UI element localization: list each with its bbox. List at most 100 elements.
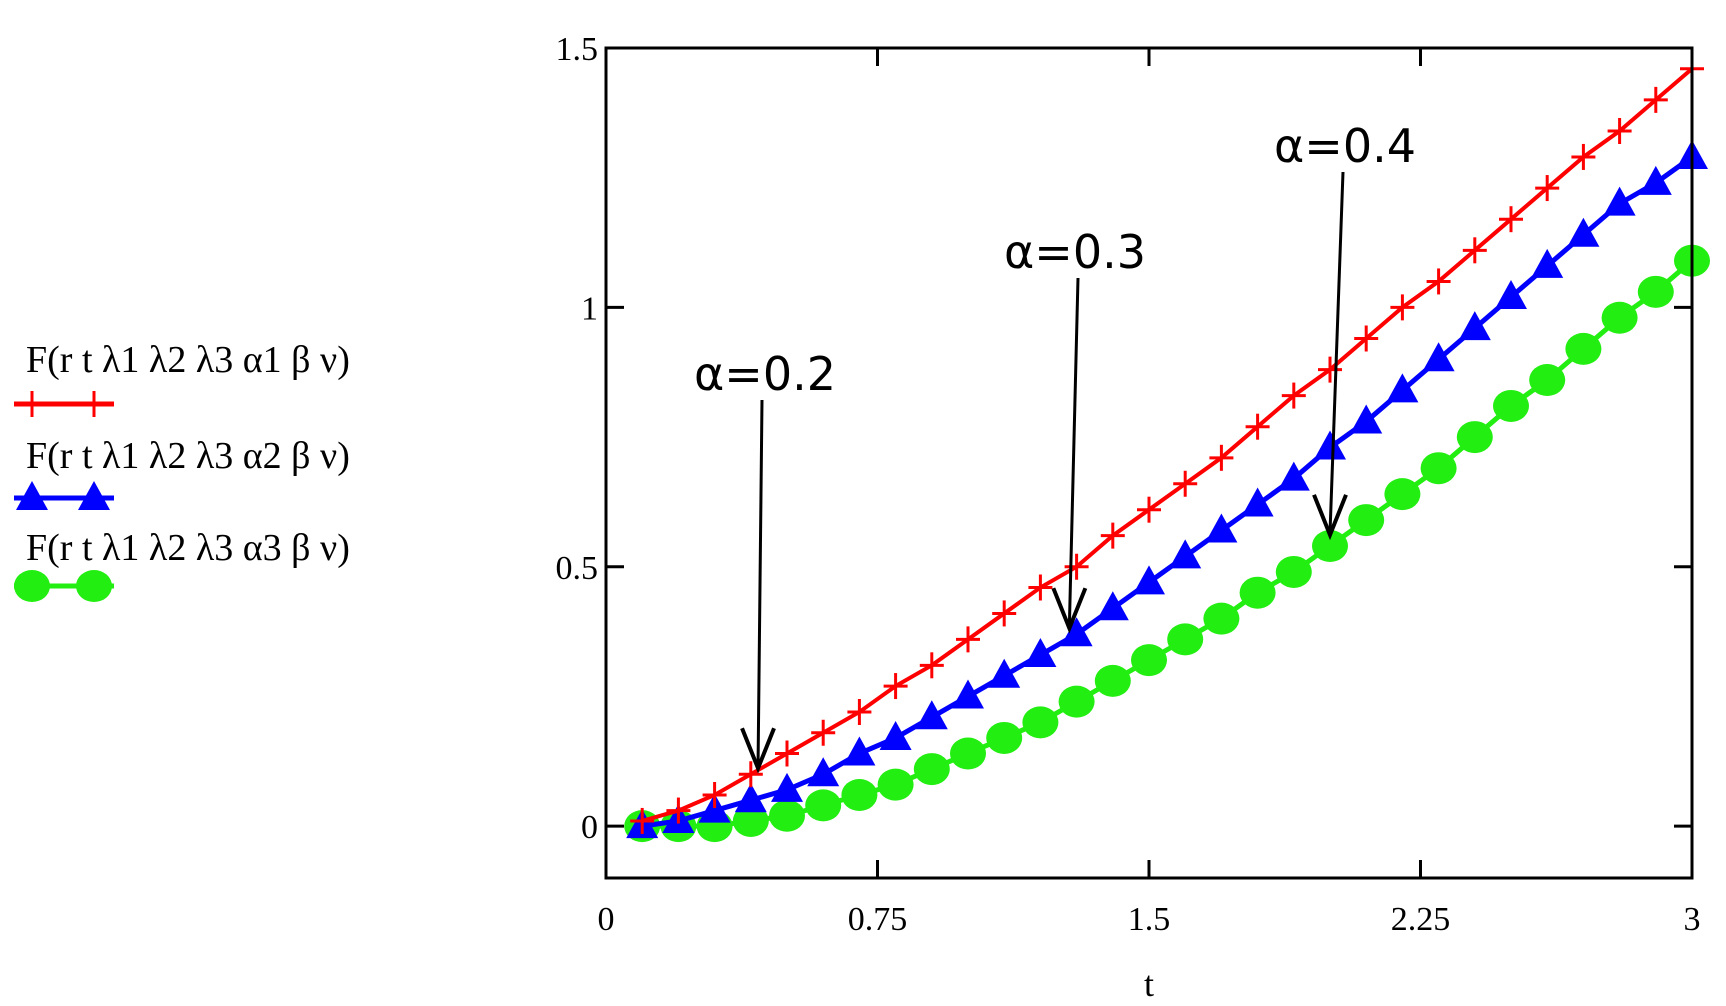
series-2-point bbox=[1096, 591, 1129, 621]
series-2-point bbox=[1060, 617, 1093, 647]
series-2-point bbox=[915, 700, 948, 730]
series-1-point bbox=[1571, 143, 1596, 170]
annotation-layer: α=0.2 α=0.3 α=0.4 bbox=[694, 119, 1416, 774]
series-1-point bbox=[956, 626, 980, 653]
annotation-label: α=0.2 bbox=[694, 347, 836, 401]
series-3-point bbox=[1565, 332, 1602, 365]
series-3-point bbox=[1022, 706, 1059, 739]
x-tick-label: 2.25 bbox=[1391, 901, 1451, 938]
series-3-point bbox=[1348, 504, 1385, 537]
series-2-point bbox=[807, 757, 840, 787]
series-2-point bbox=[1531, 248, 1564, 278]
series-1-point bbox=[1499, 206, 1523, 233]
annotation-arrow-shaft bbox=[1328, 171, 1345, 533]
series-1-point bbox=[1064, 553, 1089, 580]
annotation-arrowhead bbox=[1312, 494, 1348, 541]
series-1-point bbox=[1643, 86, 1668, 113]
x-tick-label: 1.5 bbox=[1128, 901, 1171, 938]
x-tick-label: 0.75 bbox=[848, 901, 908, 938]
series-3-point bbox=[1493, 389, 1529, 422]
legend-swatch-marker bbox=[16, 481, 48, 510]
series-1-point bbox=[1318, 356, 1342, 383]
series-2-point bbox=[952, 679, 984, 709]
series-3-point bbox=[732, 804, 769, 837]
series-2-point bbox=[734, 783, 767, 813]
series-1-point bbox=[1535, 175, 1560, 202]
series-1-point bbox=[992, 600, 1017, 627]
series-1-point bbox=[883, 673, 908, 700]
tick-layer: 0 0.75 1.5 2.25 3 0 0.5 1 1.5 bbox=[556, 31, 1701, 938]
x-axis-title: t bbox=[1144, 964, 1154, 1004]
series-2-point bbox=[1603, 186, 1636, 216]
series-2-line bbox=[641, 154, 1694, 829]
series-2-point bbox=[1458, 311, 1491, 341]
legend-label: F(r t λ1 λ2 λ3 α3 β ν) bbox=[26, 527, 350, 569]
series-3-point bbox=[950, 737, 986, 770]
x-tick-label: 3 bbox=[1684, 901, 1701, 938]
series-3-point bbox=[986, 721, 1023, 754]
annotation-2: α=0.3 bbox=[1004, 225, 1146, 634]
legend: F(r t λ1 λ2 λ3 α1 β ν) F(r t λ1 λ2 λ3 α2 … bbox=[14, 339, 350, 602]
annotation-arrow-shaft bbox=[1067, 277, 1080, 627]
series-1-point bbox=[1426, 268, 1451, 295]
series-2 bbox=[626, 139, 1708, 839]
series-1-line bbox=[641, 67, 1694, 823]
y-tick-label: 1.5 bbox=[556, 31, 599, 68]
series-1-point bbox=[666, 797, 691, 824]
series-1-point bbox=[702, 782, 727, 808]
series-2-point bbox=[1350, 404, 1383, 434]
series-2-point bbox=[1314, 430, 1346, 460]
series-2-point bbox=[1639, 165, 1672, 195]
series-3-point bbox=[1420, 452, 1457, 485]
annotation-3: α=0.4 bbox=[1274, 119, 1416, 541]
series-1-point bbox=[1245, 413, 1270, 440]
series-2-point bbox=[771, 772, 803, 802]
series-1-point bbox=[847, 699, 872, 725]
legend-entry-3: F(r t λ1 λ2 λ3 α3 β ν) bbox=[14, 527, 350, 602]
series-1-point bbox=[630, 807, 655, 834]
series-3-point bbox=[1239, 576, 1276, 609]
series-2-point bbox=[879, 720, 912, 750]
series-3-point bbox=[1529, 364, 1566, 396]
annotation-label: α=0.4 bbox=[1274, 119, 1416, 173]
series-3-point bbox=[841, 779, 878, 811]
series-2-point bbox=[1386, 373, 1419, 403]
series-3-point bbox=[1601, 301, 1638, 334]
series-1-point bbox=[1028, 574, 1053, 601]
series-3-line bbox=[642, 258, 1694, 829]
series-3-point bbox=[1131, 644, 1167, 677]
legend-swatch-marker bbox=[76, 570, 112, 602]
series-1-point bbox=[775, 740, 799, 767]
y-tick-label: 0.5 bbox=[556, 550, 599, 587]
legend-swatch-marker bbox=[82, 391, 106, 417]
legend-entry-1: F(r t λ1 λ2 λ3 α1 β ν) bbox=[14, 339, 350, 417]
series-2-point bbox=[698, 793, 731, 823]
legend-label: F(r t λ1 λ2 λ3 α2 β ν) bbox=[26, 435, 350, 477]
series-layer bbox=[624, 55, 1710, 843]
series-3-point bbox=[1094, 664, 1131, 697]
series-3-point bbox=[1203, 602, 1240, 635]
series-3-point bbox=[805, 789, 842, 822]
plot-frame bbox=[604, 46, 1694, 880]
legend-swatch-marker bbox=[14, 570, 50, 602]
series-1-point bbox=[1607, 118, 1632, 144]
series-2-point bbox=[1422, 342, 1455, 372]
series-1-point bbox=[1390, 294, 1415, 321]
series-2-point bbox=[1495, 280, 1527, 309]
series-3-point bbox=[1275, 555, 1312, 588]
y-tick-label: 0 bbox=[581, 809, 598, 846]
series-3-point bbox=[1058, 685, 1095, 718]
series-3-point bbox=[913, 753, 950, 786]
x-tick-label: 0 bbox=[598, 901, 615, 938]
series-3-point bbox=[1384, 478, 1421, 511]
series-3-point bbox=[1637, 275, 1674, 308]
series-2-point bbox=[843, 736, 876, 766]
series-2-point bbox=[1024, 637, 1057, 667]
annotation-arrowhead bbox=[1051, 587, 1088, 634]
series-2-point bbox=[1169, 539, 1202, 569]
annotation-arrow-shaft bbox=[756, 399, 764, 767]
legend-entry-2: F(r t λ1 λ2 λ3 α2 β ν) bbox=[14, 435, 350, 510]
series-1-point bbox=[919, 652, 944, 679]
series-1-point bbox=[1100, 522, 1125, 549]
y-tick-label: 1 bbox=[581, 290, 598, 327]
